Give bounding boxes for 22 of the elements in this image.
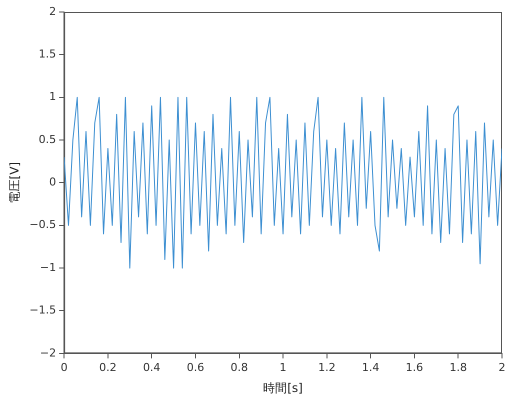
x-tick-label: 1.8 bbox=[449, 360, 467, 374]
x-tick-label: 1.6 bbox=[406, 360, 424, 374]
y-tick-label: 0.5 bbox=[38, 132, 56, 146]
x-tick-label: 1.4 bbox=[362, 360, 380, 374]
x-tick-label: 1.2 bbox=[318, 360, 336, 374]
x-tick-label: 0.2 bbox=[99, 360, 117, 374]
x-tick-label: 0 bbox=[60, 360, 68, 374]
y-tick-label: −1 bbox=[40, 260, 56, 274]
y-axis-title: 電圧[V] bbox=[7, 162, 22, 204]
y-tick-label: −1.5 bbox=[29, 304, 56, 317]
x-tick-label: 2 bbox=[498, 360, 506, 374]
x-tick-label: 1 bbox=[280, 360, 287, 374]
x-tick-label: 0.4 bbox=[142, 360, 160, 374]
x-axis-title: 時間[s] bbox=[263, 380, 303, 395]
y-tick-label: 2 bbox=[49, 4, 56, 18]
y-tick-label: 1.5 bbox=[38, 48, 56, 61]
y-tick-label: 1 bbox=[49, 90, 56, 104]
y-tick-label: 0 bbox=[49, 176, 56, 189]
x-tick-label: 0.8 bbox=[230, 360, 248, 374]
y-tick-label: −2 bbox=[40, 346, 56, 360]
x-tick-label: 0.6 bbox=[186, 360, 204, 374]
y-tick-label: −0.5 bbox=[29, 218, 56, 232]
